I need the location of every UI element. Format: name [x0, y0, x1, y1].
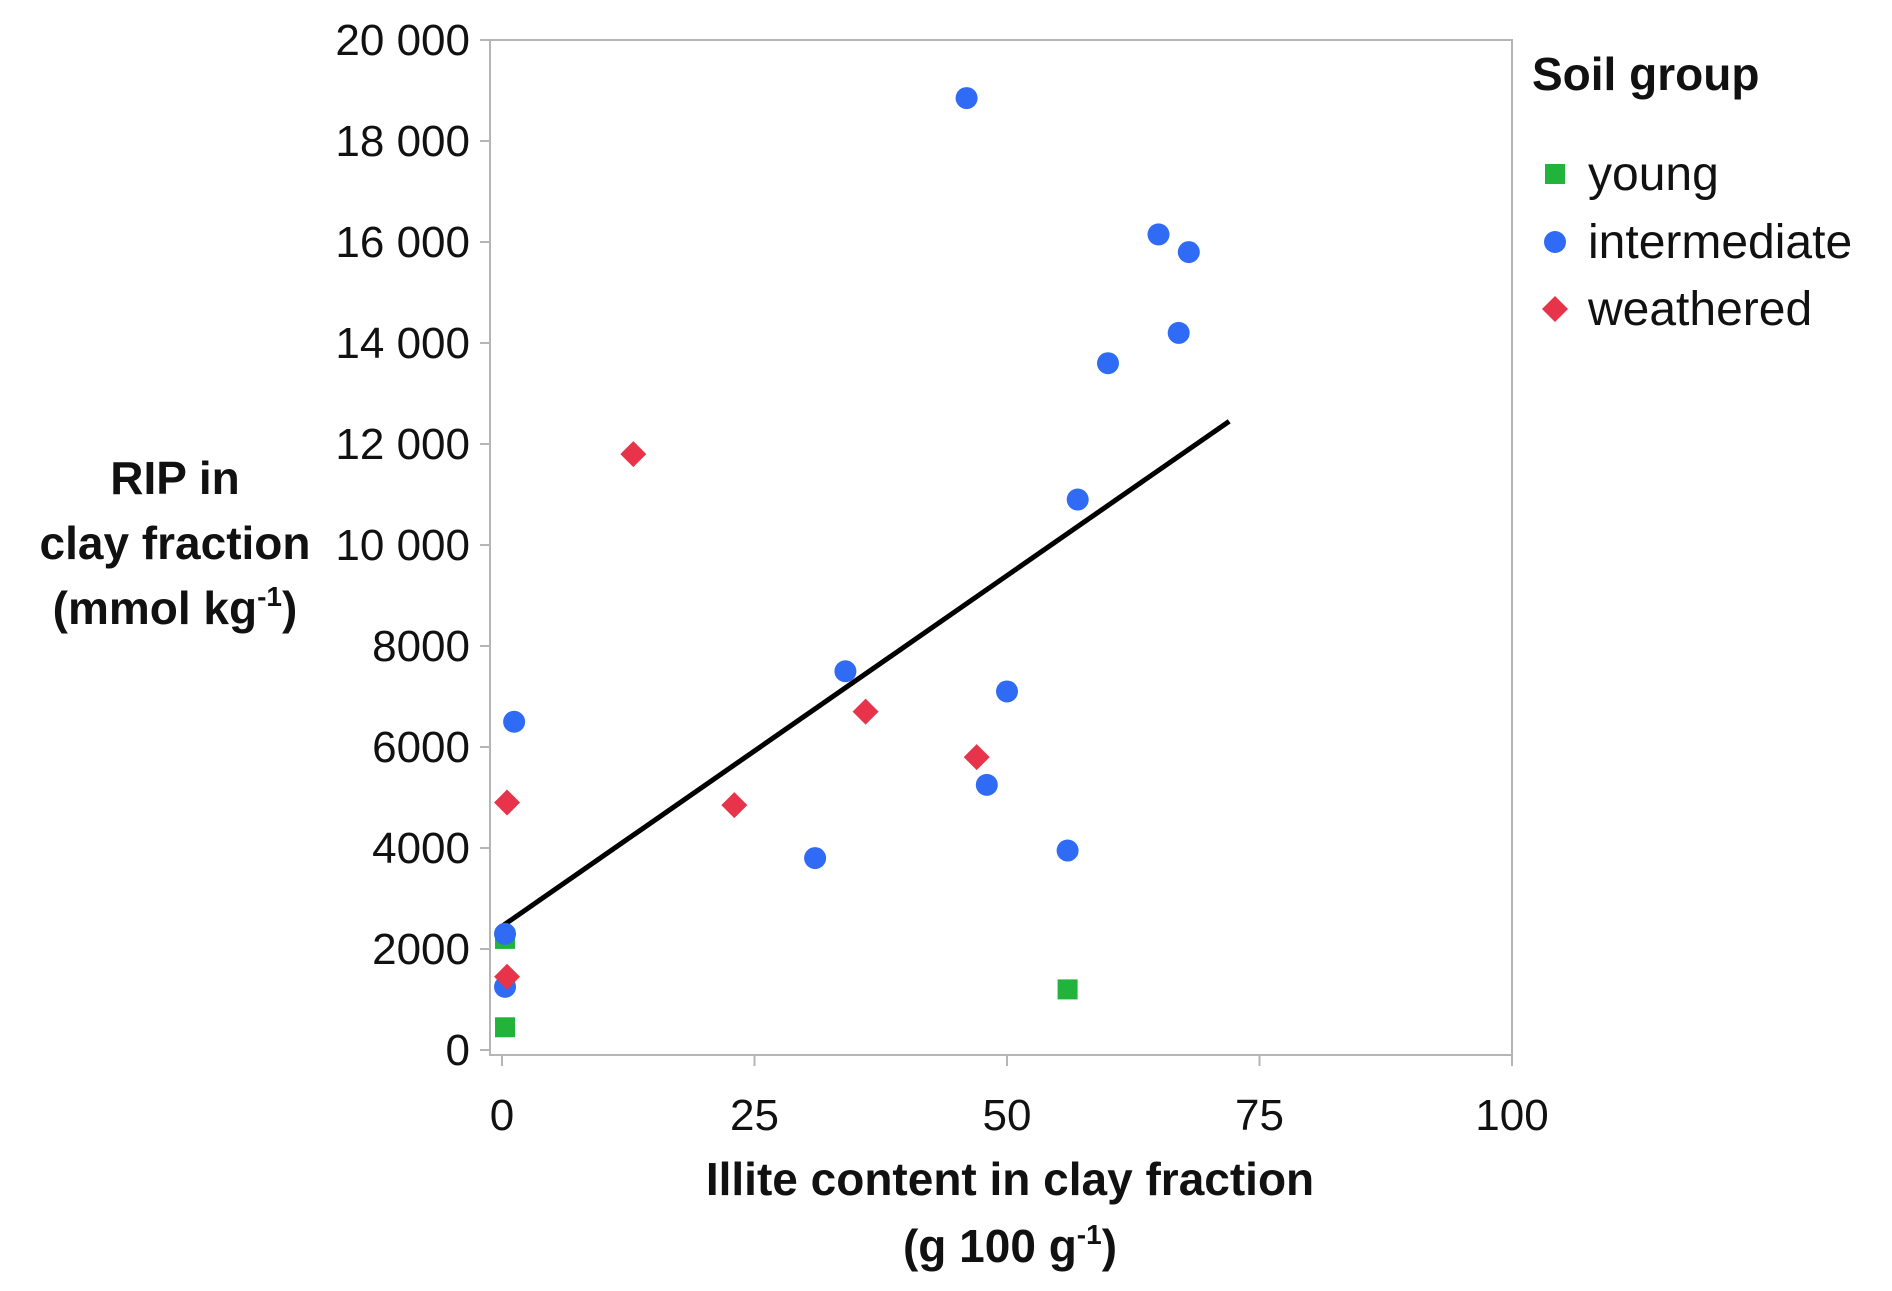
- legend-label-intermediate: intermediate: [1588, 216, 1852, 269]
- data-point-weathered: [620, 441, 647, 468]
- trendline: [500, 419, 1231, 929]
- x-axis-title-line2: (g 100 g-1): [903, 1219, 1117, 1272]
- data-point-weathered: [494, 963, 521, 990]
- x-axis-ticks: 0 25 50 75 100: [490, 1055, 1549, 1140]
- legend: Soil group young intermediate weathered: [1532, 48, 1852, 336]
- data-point-intermediate: [494, 922, 517, 945]
- data-point-intermediate: [1056, 839, 1079, 862]
- data-point-weathered: [963, 744, 990, 771]
- legend-marker-intermediate: [1544, 231, 1566, 253]
- y-tick-label: 20 000: [335, 16, 470, 65]
- y-tick-label: 2000: [372, 925, 470, 974]
- plot-frame: [489, 39, 1513, 1056]
- legend-title: Soil group: [1532, 48, 1759, 100]
- y-tick-label: 14 000: [335, 319, 470, 368]
- data-point-intermediate: [1097, 352, 1119, 375]
- data-point-intermediate: [955, 87, 978, 110]
- x-tick-label: 0: [490, 1091, 514, 1140]
- y-tick-label: 0: [446, 1026, 470, 1075]
- x-tick-label: 25: [730, 1091, 779, 1140]
- y-axis-ticks: 0 2000 4000 6000 8000 10 000 12 000 14 000 16 00…: [335, 16, 490, 1075]
- legend-label-young: young: [1588, 148, 1719, 201]
- legend-marker-young: [1545, 164, 1565, 184]
- y-axis-title-line2: clay fraction: [40, 517, 311, 569]
- data-point-young: [495, 1017, 516, 1038]
- data-point-intermediate: [1177, 241, 1200, 264]
- legend-marker-weathered: [1542, 296, 1568, 322]
- y-tick-label: 4000: [372, 824, 470, 873]
- y-tick-label: 8000: [372, 622, 470, 671]
- data-point-intermediate: [996, 680, 1018, 703]
- x-tick-label: 50: [983, 1091, 1032, 1140]
- y-axis-title-line3: (mmol kg-1): [53, 581, 298, 634]
- x-tick-label: 100: [1475, 1091, 1548, 1140]
- data-point-weathered: [852, 698, 879, 725]
- y-axis-title-line1: RIP in: [110, 452, 240, 504]
- trendline-layer: [500, 419, 1231, 929]
- data-point-weathered: [721, 792, 748, 819]
- data-point-intermediate: [1066, 488, 1089, 511]
- y-tick-label: 12 000: [335, 420, 470, 469]
- x-axis-title-line1: Illite content in clay fraction: [706, 1153, 1314, 1205]
- data-points-layer: [494, 87, 1200, 1038]
- x-tick-label: 75: [1235, 1091, 1284, 1140]
- y-tick-label: 18 000: [335, 117, 470, 166]
- y-tick-label: 6000: [372, 723, 470, 772]
- data-point-intermediate: [1167, 321, 1190, 344]
- legend-label-weathered: weathered: [1587, 283, 1812, 336]
- y-tick-label: 10 000: [335, 521, 470, 570]
- data-point-intermediate: [1147, 223, 1170, 246]
- data-point-intermediate: [834, 660, 857, 683]
- data-point-intermediate: [804, 847, 827, 870]
- data-point-young: [1057, 979, 1078, 1000]
- y-tick-label: 16 000: [335, 218, 470, 267]
- data-point-intermediate: [503, 710, 526, 733]
- data-point-weathered: [494, 789, 521, 816]
- data-point-intermediate: [975, 773, 998, 796]
